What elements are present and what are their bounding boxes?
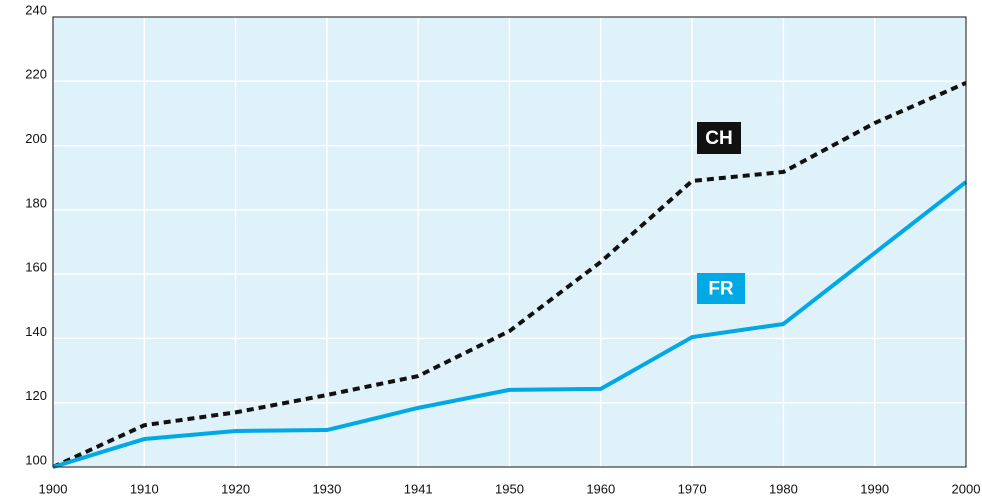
- x-tick-label: 1910: [130, 481, 159, 496]
- x-tick-label: 1941: [404, 481, 433, 496]
- plot-frame: [52, 16, 967, 468]
- labels: 100 120 140 160 180 200 220 240 1900 1910 1920 1930…: [25, 2, 980, 496]
- x-tick-label: 1920: [221, 481, 250, 496]
- x-tick-label: 1900: [39, 481, 68, 496]
- x-tick-label: 1990: [860, 481, 889, 496]
- y-tick-label: 220: [25, 67, 47, 82]
- series-label-box: [697, 273, 745, 304]
- x-tick-label: 2000: [952, 481, 981, 496]
- series-label: FR: [708, 279, 734, 300]
- x-tick-label: 1970: [678, 481, 707, 496]
- series-line: [52, 81, 967, 469]
- x-tick-label: 1930: [312, 481, 341, 496]
- y-tick-label: 240: [25, 2, 47, 17]
- series-line: [52, 180, 968, 469]
- y-tick-label: 100: [25, 452, 47, 467]
- x-tick-label: 1960: [586, 481, 615, 496]
- series-label-box: [697, 122, 741, 154]
- y-tick-label: 160: [25, 260, 47, 275]
- x-tick-label: 1950: [495, 481, 524, 496]
- y-tick-label: 140: [25, 324, 47, 339]
- y-tick-label: 180: [25, 195, 47, 210]
- x-tick-label: 1980: [769, 481, 798, 496]
- y-tick-label: 200: [25, 131, 47, 146]
- series-label: CH: [705, 128, 732, 149]
- y-tick-label: 120: [25, 388, 47, 403]
- lines: [52, 81, 968, 469]
